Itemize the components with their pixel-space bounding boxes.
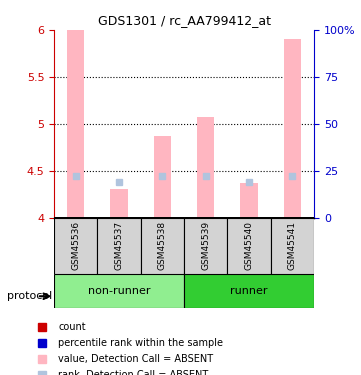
Text: non-runner: non-runner bbox=[88, 286, 151, 296]
Text: GSM45538: GSM45538 bbox=[158, 221, 167, 270]
Text: GSM45536: GSM45536 bbox=[71, 221, 80, 270]
Text: rank, Detection Call = ABSENT: rank, Detection Call = ABSENT bbox=[58, 370, 209, 375]
FancyBboxPatch shape bbox=[54, 217, 97, 274]
Bar bbox=[240, 183, 258, 218]
Title: GDS1301 / rc_AA799412_at: GDS1301 / rc_AA799412_at bbox=[97, 15, 271, 27]
Text: value, Detection Call = ABSENT: value, Detection Call = ABSENT bbox=[58, 354, 213, 364]
Bar bbox=[197, 117, 214, 218]
FancyBboxPatch shape bbox=[97, 217, 141, 274]
Text: GSM45537: GSM45537 bbox=[115, 221, 123, 270]
Bar bbox=[110, 189, 128, 217]
Text: protocol: protocol bbox=[7, 291, 52, 301]
FancyBboxPatch shape bbox=[271, 217, 314, 274]
Text: percentile rank within the sample: percentile rank within the sample bbox=[58, 338, 223, 348]
Bar bbox=[67, 30, 84, 217]
FancyBboxPatch shape bbox=[54, 274, 184, 308]
Bar bbox=[154, 136, 171, 218]
Text: GSM45540: GSM45540 bbox=[245, 221, 253, 270]
FancyBboxPatch shape bbox=[227, 217, 271, 274]
Bar bbox=[284, 39, 301, 218]
Text: GSM45539: GSM45539 bbox=[201, 221, 210, 270]
FancyBboxPatch shape bbox=[184, 217, 227, 274]
Text: GSM45541: GSM45541 bbox=[288, 221, 297, 270]
FancyBboxPatch shape bbox=[141, 217, 184, 274]
Text: count: count bbox=[58, 322, 86, 332]
FancyBboxPatch shape bbox=[184, 274, 314, 308]
Text: runner: runner bbox=[230, 286, 268, 296]
